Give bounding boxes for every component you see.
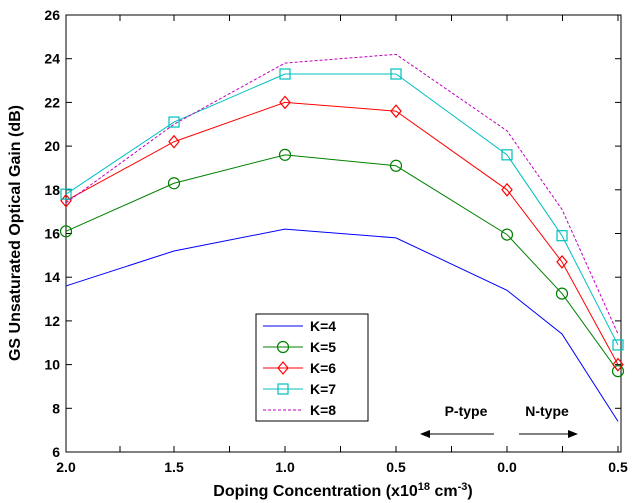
series-k6 — [60, 95, 624, 372]
legend-item: K=7 — [263, 381, 336, 397]
y-tick-label: 14 — [44, 269, 60, 285]
data-point-diamond — [279, 95, 291, 110]
x-tick-labels: 2.0 1.5 1.0 0.5 0.0 0.5 — [56, 459, 628, 475]
x-axis-title-main: Doping Concentration (x10 — [213, 483, 418, 500]
legend-label: K=7 — [310, 381, 336, 397]
series-line — [65, 154, 619, 372]
x-axis-title-sup: 18 — [418, 481, 430, 493]
x-tick-label: 2.0 — [56, 459, 76, 475]
doping-type-annotation: P-type N-type — [420, 403, 578, 438]
series-k7 — [60, 68, 624, 351]
x-axis-title-sup2: -3 — [458, 481, 468, 493]
y-tick-label: 22 — [44, 94, 60, 110]
x-axis-title-end: ) — [467, 483, 472, 500]
y-tick-label: 8 — [52, 400, 60, 416]
legend-marker — [277, 361, 289, 375]
data-point-diamond — [501, 182, 513, 197]
data-point-square — [390, 68, 402, 80]
legend-label: K=8 — [310, 402, 336, 418]
data-point-square — [612, 339, 624, 351]
legend-items: K=4 K=5 K=6 K=7 K=8 — [263, 318, 336, 418]
series-line — [65, 101, 619, 365]
series-line — [65, 73, 619, 346]
data-point-diamond — [390, 104, 402, 119]
legend-marker — [277, 383, 289, 395]
data-point-circle — [611, 365, 625, 378]
data-point-circle — [555, 287, 569, 300]
y-tick-label: 26 — [44, 7, 60, 23]
n-type-label: N-type — [525, 403, 569, 419]
y-tick-label: 24 — [44, 51, 60, 67]
x-tick-label: 0.5 — [608, 459, 628, 475]
legend-item: K=8 — [263, 402, 336, 418]
y-tick-label: 16 — [44, 226, 60, 242]
x-axis-title: Doping Concentration (x1018 cm-3) — [213, 481, 472, 500]
legend-label: K=6 — [310, 360, 336, 376]
y-tick-label: 10 — [44, 357, 60, 373]
p-type-arrowhead — [420, 430, 430, 438]
y-tick-label: 6 — [52, 444, 60, 460]
data-point-diamond — [556, 254, 568, 269]
data-point-circle — [59, 225, 73, 238]
series-line — [65, 53, 619, 335]
series-layer — [59, 53, 625, 422]
data-point-square — [556, 230, 568, 242]
n-type-arrowhead — [568, 430, 578, 438]
legend-label: K=5 — [310, 339, 336, 355]
y-tick-labels: 6 8 10 12 14 16 18 20 22 24 26 — [44, 7, 60, 460]
legend-item: K=5 — [263, 339, 336, 355]
data-point-square — [501, 149, 513, 161]
x-tick-label: 0.0 — [497, 459, 517, 475]
legend-marker — [276, 340, 290, 354]
legend-label: K=4 — [310, 318, 336, 334]
data-point-square — [168, 116, 180, 128]
data-point-diamond — [168, 134, 180, 149]
series-k8 — [65, 53, 619, 335]
x-tick-label: 1.5 — [164, 459, 184, 475]
series-k4 — [65, 228, 619, 422]
y-tick-label: 20 — [44, 138, 60, 154]
data-point-circle — [500, 228, 514, 241]
y-tick-label: 12 — [44, 313, 60, 329]
axis-ticks — [65, 14, 621, 453]
data-point-circle — [389, 159, 403, 172]
p-type-label: P-type — [445, 403, 488, 419]
x-tick-label: 1.0 — [275, 459, 295, 475]
data-point-diamond — [612, 357, 624, 372]
x-tick-label: 0.5 — [386, 459, 406, 475]
y-axis-title: GS Unsaturated Optical Gain (dB) — [7, 105, 24, 361]
data-point-square — [60, 188, 72, 200]
y-tick-label: 18 — [44, 182, 60, 198]
data-point-square — [279, 68, 291, 80]
data-point-circle — [167, 177, 181, 190]
legend-item: K=6 — [263, 360, 336, 376]
legend: K=4 K=5 K=6 K=7 K=8 — [255, 313, 369, 422]
data-point-circle — [278, 148, 292, 161]
series-k5 — [59, 148, 625, 378]
legend-item: K=4 — [263, 318, 336, 334]
series-line — [65, 228, 619, 422]
x-axis-title-mid: cm — [430, 483, 458, 500]
